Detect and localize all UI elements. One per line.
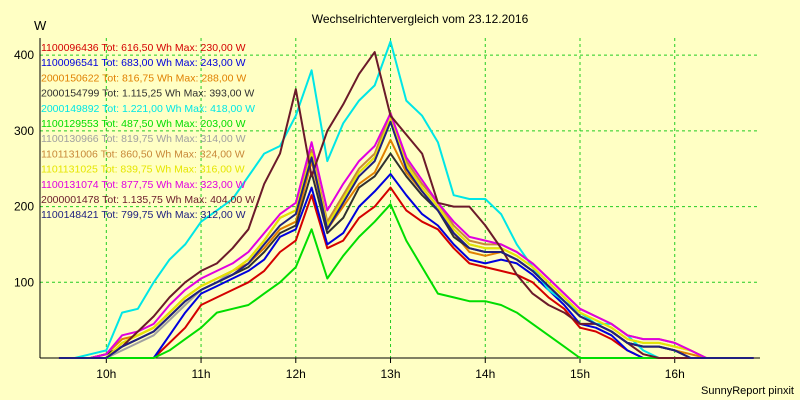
series-lines <box>58 40 754 359</box>
y-tick-label: 400 <box>14 48 34 62</box>
series-line-9 <box>58 117 754 359</box>
x-tick-label: 16h <box>665 367 685 381</box>
legend-entry-3: 2000150622 Tot: 816,75 Wh Max: 288,00 W <box>41 72 246 84</box>
series-line-10 <box>58 112 754 359</box>
series-line-12 <box>58 120 754 359</box>
series-line-2 <box>58 173 754 359</box>
legend-entry-4: 2000154799 Tot: 1.115,25 Wh Max: 393,00 … <box>41 88 254 100</box>
x-tick-label: 13h <box>381 367 401 381</box>
legend-entry-5: 2000149892 Tot: 1.221,00 Wh Max: 418,00 … <box>41 103 255 115</box>
legend-entry-7: 1100130966 Tot: 819,75 Wh Max: 314,00 W <box>41 133 246 145</box>
y-axis-unit-label: W <box>34 18 47 33</box>
legend-entry-9: 1101131025 Tot: 839,75 Wh Max: 316,00 W <box>41 164 245 176</box>
x-tick-label: 11h <box>191 367 210 381</box>
chart-title: Wechselrichtervergleich vom 23.12.2016 <box>312 12 529 26</box>
legend-entry-10: 1100131074 Tot: 877,75 Wh Max: 323,00 W <box>41 179 246 191</box>
credit-text: SunnyReport pinxit <box>701 385 794 397</box>
legend-entry-8: 1101131006 Tot: 860,50 Wh Max: 324,00 W <box>41 148 245 160</box>
x-tick-label: 12h <box>286 367 306 381</box>
legend-entry-12: 1100148421 Tot: 799,75 Wh Max: 312,00 W <box>41 209 246 221</box>
legend-entry-6: 1100129553 Tot: 487,50 Wh Max: 203,00 W <box>41 118 246 130</box>
series-line-6 <box>58 203 754 359</box>
series-line-11 <box>58 51 754 359</box>
legend: 1100096436 Tot: 616,50 Wh Max: 230,00 W 1… <box>41 42 255 221</box>
x-tick-label: 10h <box>96 367 116 381</box>
legend-entry-11: 2000001478 Tot: 1.135,75 Wh Max: 404,00 … <box>41 194 255 206</box>
y-tick-label: 300 <box>14 124 34 138</box>
x-tick-label: 14h <box>475 367 495 381</box>
y-tick-label: 100 <box>14 275 34 289</box>
legend-entry-1: 1100096436 Tot: 616,50 Wh Max: 230,00 W <box>41 42 246 54</box>
grid-lines <box>40 38 760 358</box>
y-tick-label: 200 <box>14 200 34 214</box>
legend-entry-2: 1100096541 Tot: 683,00 Wh Max: 243,00 W <box>41 57 246 69</box>
x-tick-label: 15h <box>570 367 590 381</box>
